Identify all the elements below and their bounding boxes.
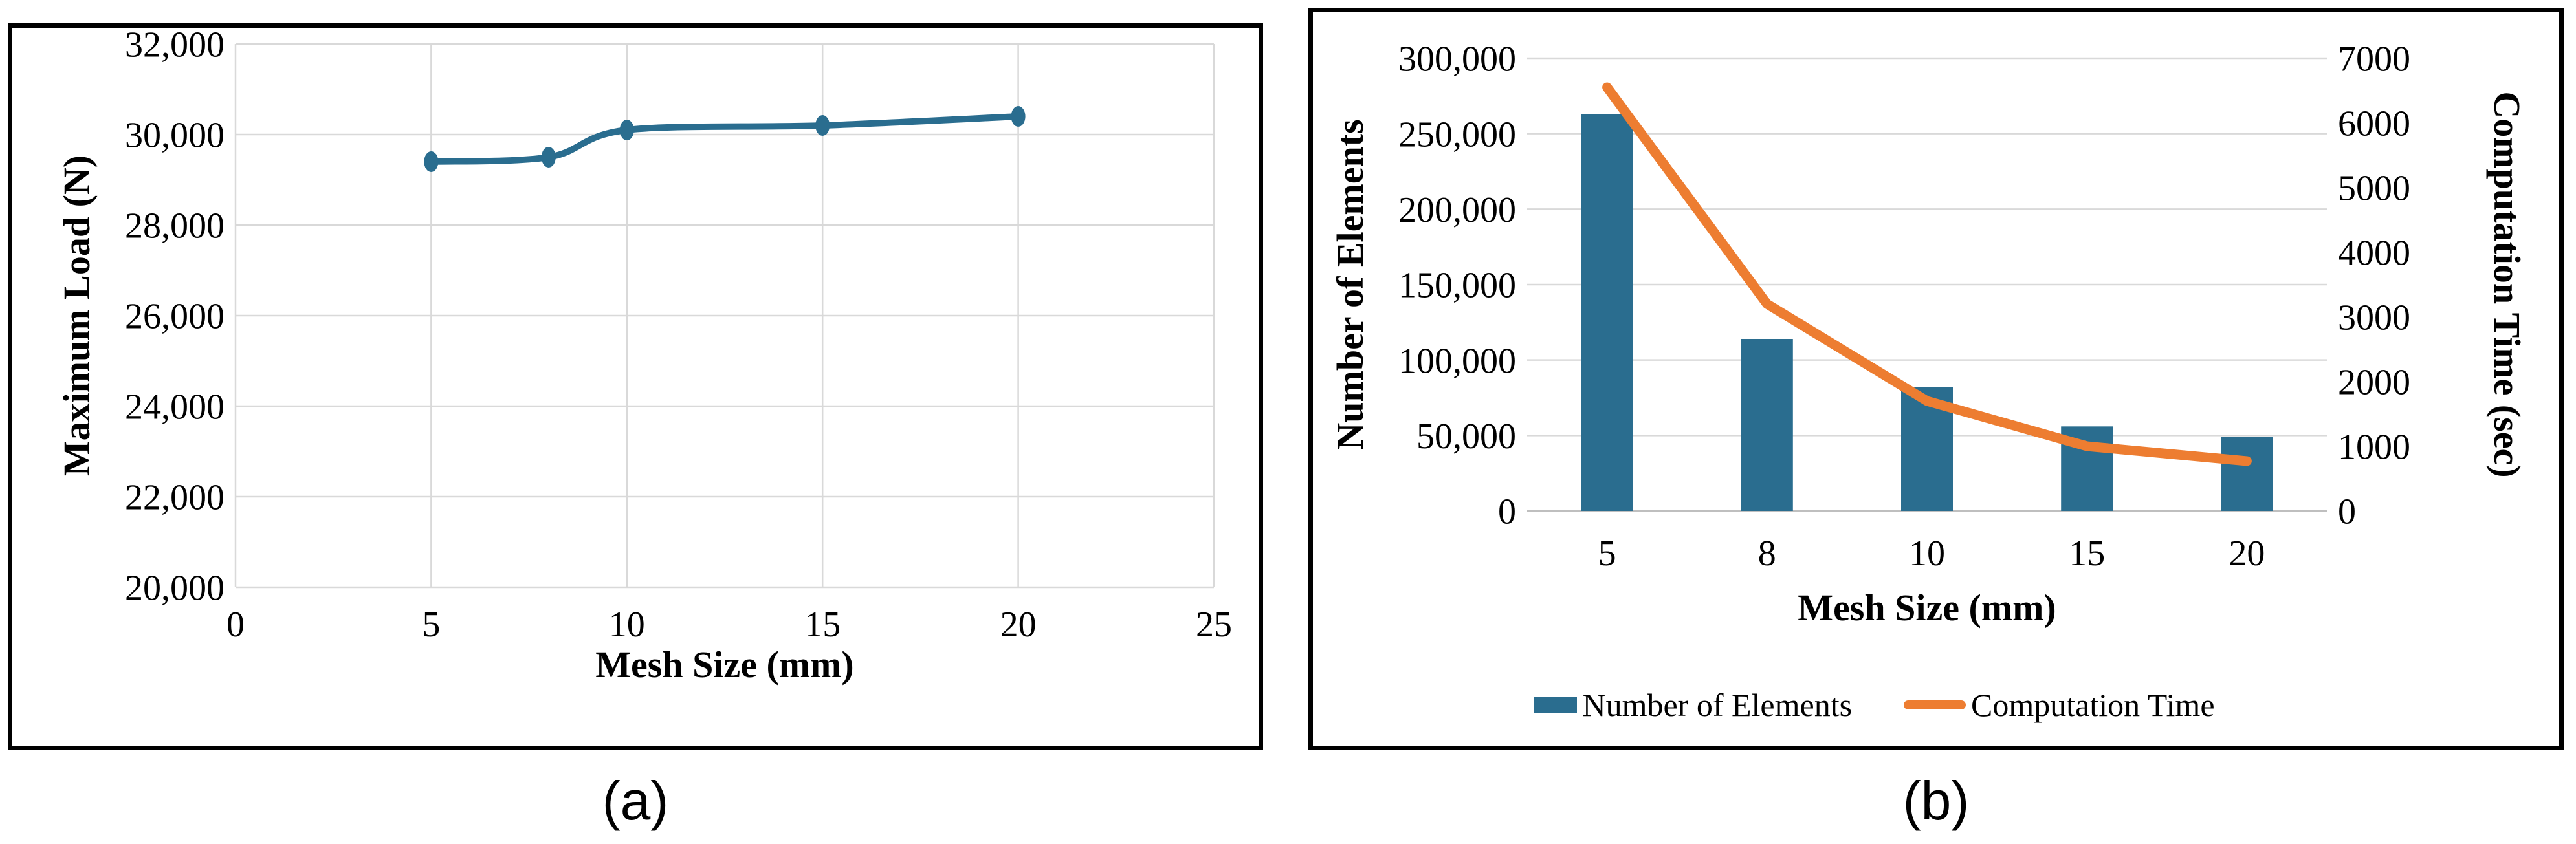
chart-legend: Number of Elements Computation Time <box>1313 686 2436 724</box>
left-y-tick-label: 150,000 <box>1398 266 1516 306</box>
y-tick-label: 32,000 <box>125 28 225 65</box>
left-y-tick-label: 50,000 <box>1416 417 1516 457</box>
left-y-tick-label: 300,000 <box>1398 39 1516 80</box>
data-point-marker <box>619 120 634 140</box>
max-load-series-line <box>428 113 1022 165</box>
left-y-tick-label: 200,000 <box>1398 190 1516 230</box>
data-point-marker <box>424 151 439 172</box>
data-point-marker <box>1011 106 1026 127</box>
combo-chart-b: 0 50,000 100,000 150,000 200,000 250,000 300,0… <box>1398 39 2410 574</box>
element-count-bar <box>1581 114 1633 512</box>
y-axis-title-right-b: Computation Time (sec) <box>2486 91 2528 478</box>
data-point-marker <box>541 147 556 168</box>
right-y-tick-label: 6000 <box>2338 104 2410 144</box>
legend-line-swatch-icon <box>1904 700 1966 709</box>
right-y-tick-label: 7000 <box>2338 39 2410 80</box>
x-tick-label: 15 <box>804 605 841 645</box>
x-category-label: 20 <box>2229 534 2265 574</box>
y-tick-label: 22,000 <box>125 478 225 518</box>
x-axis-title-b: Mesh Size (mm) <box>1798 587 2056 629</box>
line-chart-a: 20,000 22,000 24,000 26,000 28,000 30,000 32,0… <box>125 28 1232 645</box>
element-count-bar <box>1741 339 1793 511</box>
y-tick-label: 28,000 <box>125 206 225 246</box>
x-category-label: 10 <box>1909 534 1945 574</box>
x-tick-label: 0 <box>226 605 245 645</box>
computation-time-series-line <box>1602 82 2252 466</box>
caption-a: (a) <box>602 770 669 831</box>
y-tick-label: 26,000 <box>125 297 225 337</box>
legend-label-time: Computation Time <box>1971 687 2215 723</box>
x-category-label: 15 <box>2069 534 2105 574</box>
left-y-tick-label: 0 <box>1498 492 1516 532</box>
x-tick-label: 20 <box>1000 605 1037 645</box>
chart-panel-b: 0 50,000 100,000 150,000 200,000 250,000 300,0… <box>1308 8 2564 750</box>
y-tick-label: 24,000 <box>125 387 225 427</box>
y-tick-label: 20,000 <box>125 568 225 609</box>
legend-item-time: Computation Time <box>1904 686 2215 724</box>
element-count-bar <box>2221 437 2273 511</box>
x-category-label: 5 <box>1598 534 1616 574</box>
x-category-label: 8 <box>1758 534 1776 574</box>
legend-label-elements: Number of Elements <box>1582 687 1853 723</box>
left-y-tick-label: 250,000 <box>1398 114 1516 155</box>
chart-panel-a: 20,000 22,000 24,000 26,000 28,000 30,000 32,0… <box>8 23 1263 750</box>
right-y-tick-label: 0 <box>2338 492 2356 532</box>
x-tick-label: 10 <box>609 605 645 645</box>
x-axis-title-a: Mesh Size (mm) <box>595 644 854 686</box>
right-y-tick-label: 2000 <box>2338 363 2410 403</box>
data-point-marker <box>815 115 830 136</box>
right-y-tick-label: 1000 <box>2338 427 2410 468</box>
y-tick-label: 30,000 <box>125 116 225 156</box>
right-y-tick-label: 5000 <box>2338 169 2410 209</box>
right-y-tick-label: 4000 <box>2338 233 2410 274</box>
legend-bar-swatch-icon <box>1534 697 1578 713</box>
left-y-tick-label: 100,000 <box>1398 341 1516 381</box>
x-tick-label: 25 <box>1196 605 1232 645</box>
right-y-tick-label: 3000 <box>2338 298 2410 338</box>
legend-item-elements: Number of Elements <box>1534 686 1852 724</box>
caption-b: (b) <box>1902 770 1970 831</box>
x-tick-label: 5 <box>422 605 440 645</box>
y-axis-title-a: Maximum Load (N) <box>56 155 98 477</box>
y-axis-title-left-b: Number of Elements <box>1329 119 1371 450</box>
